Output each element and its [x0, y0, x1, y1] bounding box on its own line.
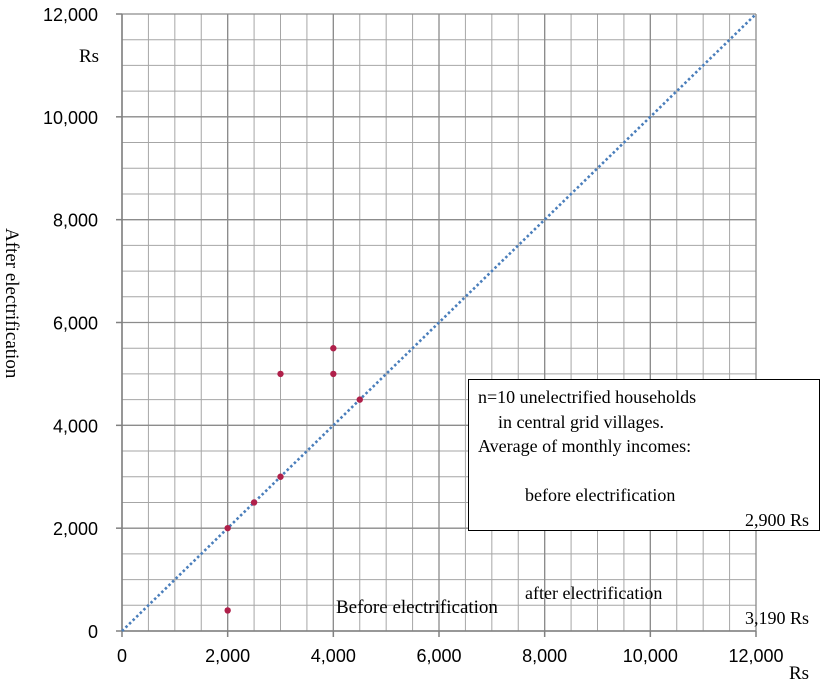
x-tick-labels: 0 2,000 4,000 6,000 8,000 10,000 12,000 [117, 646, 784, 666]
data-point [330, 345, 337, 352]
x-tick-label: 10,000 [623, 646, 678, 666]
x-tick-label: 4,000 [311, 646, 356, 666]
x-tick-label: 12,000 [728, 646, 783, 666]
y-tick-label: 6,000 [53, 314, 98, 334]
after-label: after electrification [525, 583, 663, 603]
annotation-line-2: in central grid villages. [498, 411, 664, 432]
data-point [224, 607, 231, 614]
annotation-line-5: after electrification 3,190 Rs [478, 557, 819, 655]
axes [116, 13, 757, 637]
annotation-line-3: Average of monthly incomes: [478, 436, 692, 456]
x-tick-label: 2,000 [205, 646, 250, 666]
y-axis-title: After electrification [1, 228, 22, 379]
x-tick-label: 6,000 [416, 646, 461, 666]
y-tick-labels: 0 2,000 4,000 6,000 8,000 10,000 12,000 [43, 5, 98, 642]
summary-annotation-box: n=10 unelectrified households in central… [468, 379, 820, 628]
y-tick-label: 8,000 [53, 211, 98, 231]
y-tick-label: 2,000 [53, 519, 98, 539]
data-point [330, 370, 337, 378]
y-tick-label: 0 [88, 622, 98, 642]
annotation-line-4: before electrification 2,900 Rs [478, 459, 819, 557]
data-point [250, 499, 258, 506]
annotation-line-1: n=10 unelectrified households [478, 387, 697, 407]
data-point [356, 396, 363, 403]
data-point [277, 473, 284, 480]
data-point [224, 524, 231, 532]
x-tick-label: 8,000 [522, 646, 567, 666]
y-unit-label: Rs [79, 46, 99, 67]
y-tick-label: 12,000 [43, 5, 98, 25]
y-tick-label: 10,000 [43, 108, 98, 128]
data-point [277, 370, 284, 378]
before-label: before electrification [525, 485, 676, 505]
before-value: 2,900 Rs [744, 509, 809, 530]
y-tick-label: 4,000 [53, 416, 98, 436]
x-axis-title: Before electrification [336, 597, 498, 618]
data-points [224, 345, 363, 614]
x-tick-label: 0 [117, 646, 127, 666]
after-value: 3,190 Rs [744, 607, 809, 628]
x-unit-label: Rs [789, 663, 809, 684]
